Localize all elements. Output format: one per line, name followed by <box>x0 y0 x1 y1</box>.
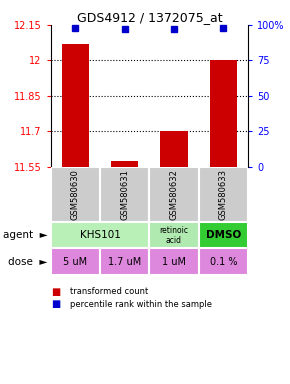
Text: ■: ■ <box>51 299 60 309</box>
Text: KHS101: KHS101 <box>80 230 120 240</box>
Text: GSM580633: GSM580633 <box>219 169 228 220</box>
Text: retinoic
acid: retinoic acid <box>160 226 188 245</box>
Text: agent  ►: agent ► <box>3 230 48 240</box>
Text: DMSO: DMSO <box>206 230 241 240</box>
Text: dose  ►: dose ► <box>8 257 48 266</box>
Text: ■: ■ <box>51 287 60 297</box>
Text: GSM580632: GSM580632 <box>169 169 179 220</box>
Bar <box>51 167 100 222</box>
Text: 0.1 %: 0.1 % <box>210 257 237 266</box>
Text: GSM580630: GSM580630 <box>71 169 80 220</box>
Bar <box>149 167 199 222</box>
Bar <box>62 44 89 167</box>
Text: 1.7 uM: 1.7 uM <box>108 257 141 266</box>
Bar <box>111 161 138 167</box>
Bar <box>199 222 248 248</box>
Text: 1 uM: 1 uM <box>162 257 186 266</box>
Bar <box>100 167 149 222</box>
Text: transformed count: transformed count <box>70 287 148 296</box>
Bar <box>149 248 199 275</box>
Bar <box>51 222 149 248</box>
Bar <box>149 222 199 248</box>
Text: 5 uM: 5 uM <box>63 257 88 266</box>
Bar <box>210 60 237 167</box>
Title: GDS4912 / 1372075_at: GDS4912 / 1372075_at <box>77 11 222 24</box>
Text: percentile rank within the sample: percentile rank within the sample <box>70 300 212 309</box>
Bar <box>160 131 188 167</box>
Bar <box>199 248 248 275</box>
Bar <box>100 248 149 275</box>
Bar <box>199 167 248 222</box>
Bar <box>51 248 100 275</box>
Text: GSM580631: GSM580631 <box>120 169 129 220</box>
